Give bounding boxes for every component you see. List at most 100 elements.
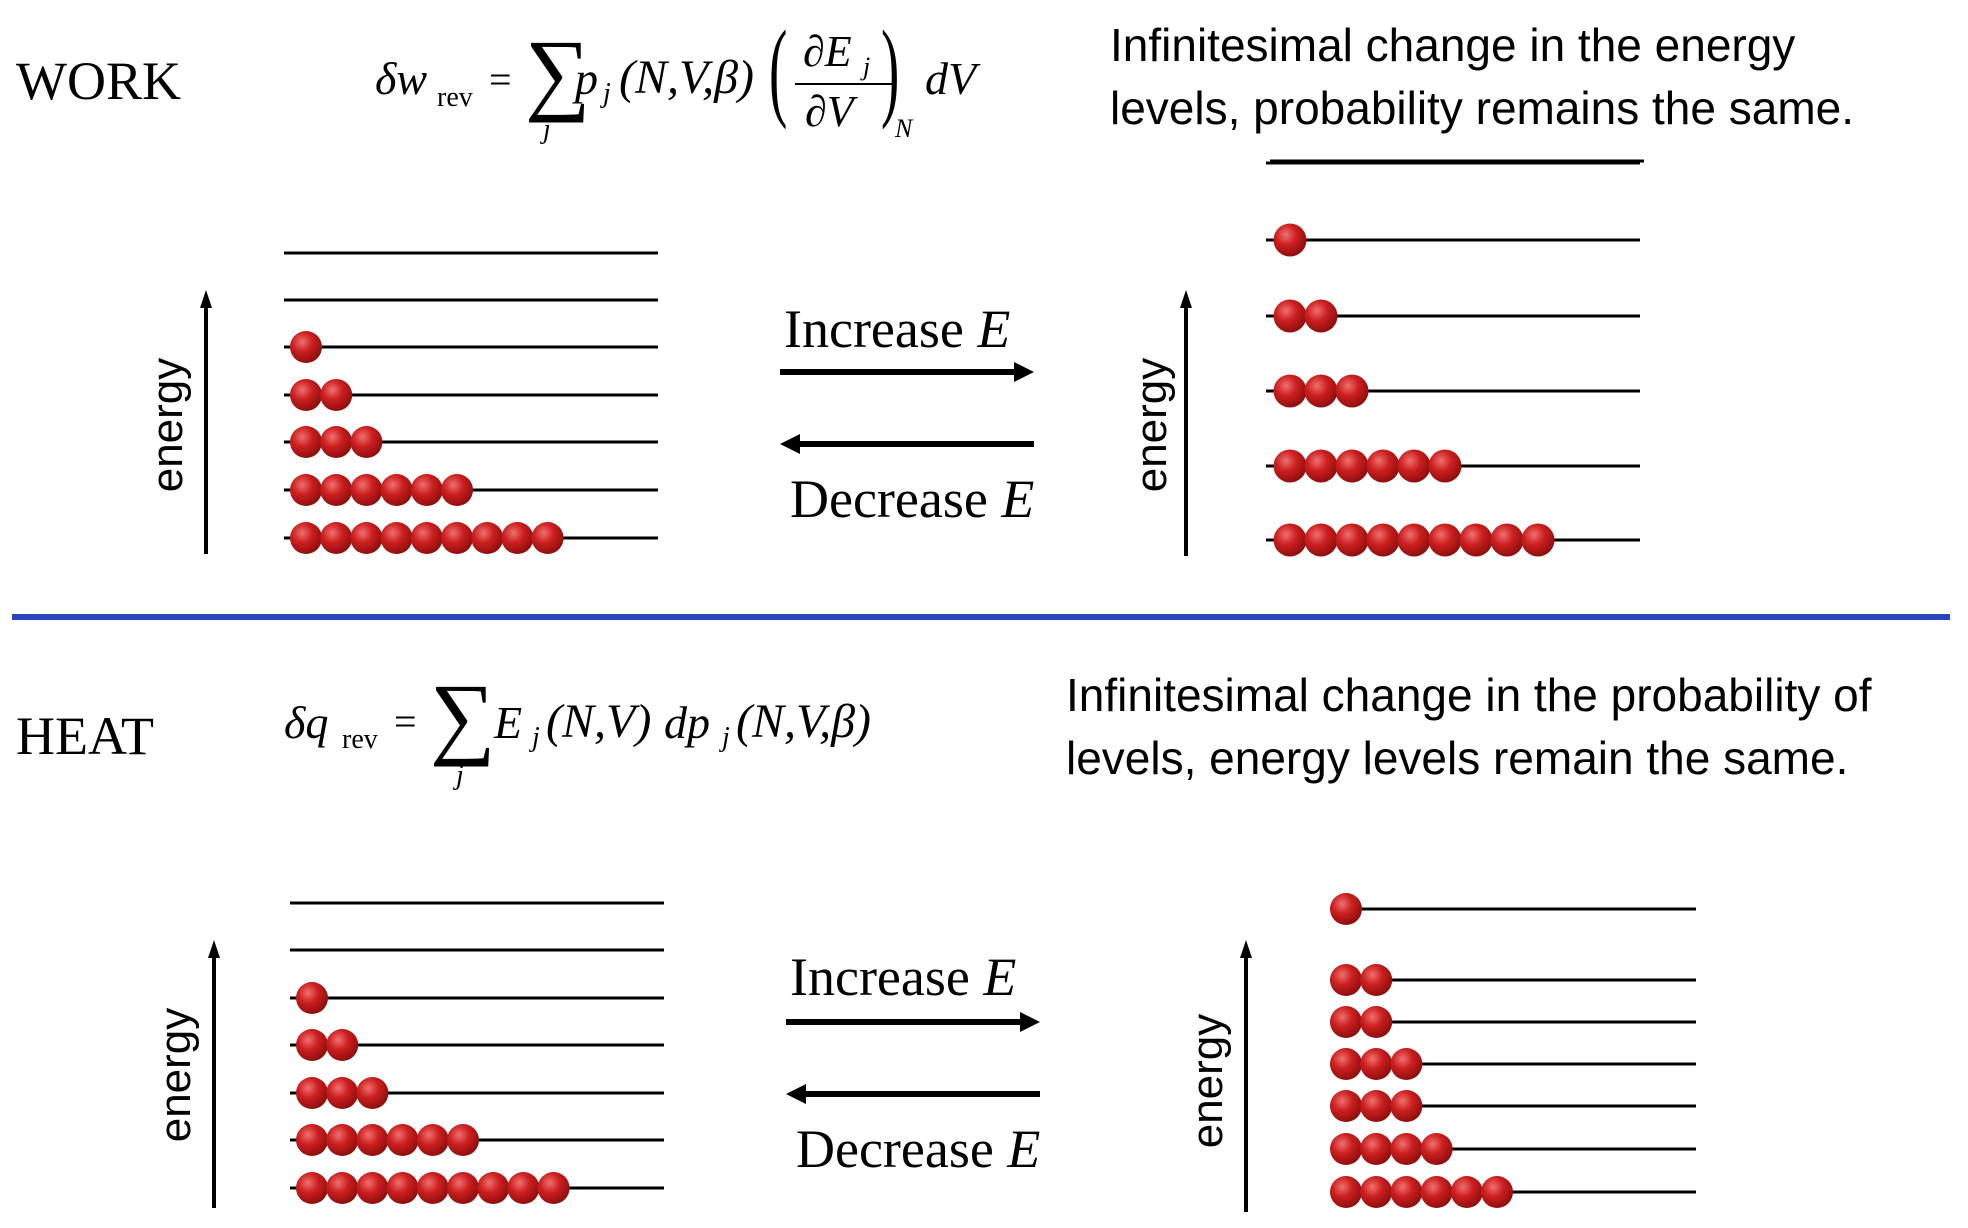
- work-deriv-num-sub: j: [863, 52, 871, 81]
- work-tail: dV: [925, 53, 977, 104]
- heat-sum-sign: ∑: [430, 665, 496, 767]
- work-left-level-0-particle-4: [410, 522, 443, 554]
- heat-left-level-2-particle-2: [356, 1077, 389, 1109]
- work-right-level-1-particle-0: [1273, 449, 1307, 483]
- work-decrease-arrow: [780, 434, 1034, 454]
- heat-right-level-1-particle-0: [1330, 1133, 1362, 1165]
- work-left-level-1-particle-3: [380, 474, 413, 506]
- work-right-level-0-particle-3: [1366, 523, 1400, 557]
- work-left-level-3-particle-0: [290, 379, 322, 411]
- heat-left-level-1-particle-0: [296, 1124, 328, 1156]
- heat-left-level-3-particle-0: [296, 1029, 328, 1061]
- heat-description-line2: levels, energy levels remain the same.: [1066, 732, 1849, 784]
- work-left-level-1-particle-2: [350, 474, 383, 506]
- heat-left-level-0-particle-8: [537, 1172, 570, 1204]
- heat-right-level-4-particle-1: [1360, 1006, 1393, 1038]
- work-right-level-0-particle-8: [1521, 523, 1555, 557]
- heat-equation: δq rev = ∑ j E j (N,V) dp j (N,V,β): [284, 670, 944, 806]
- work-left-level-1-particle-4: [410, 474, 443, 506]
- heat-dp-sub: j: [722, 722, 730, 753]
- work-description-line1: Infinitesimal change in the energy: [1110, 19, 1796, 71]
- work-description: Infinitesimal change in the energy level…: [1110, 14, 1854, 140]
- heat-decrease-arrow: [786, 1084, 1040, 1104]
- work-increase-e: E: [977, 299, 1011, 359]
- work-right-level-2-particle-2: [1335, 374, 1369, 408]
- work-left-level-2-particle-2: [350, 426, 383, 458]
- heat-right-level-0-particle-3: [1420, 1176, 1453, 1208]
- work-right-level-0-particle-1: [1304, 523, 1338, 557]
- heat-right-energy-axis: [1240, 940, 1252, 1212]
- heat-term-sub: j: [532, 722, 540, 753]
- work-args: (N,V,β): [619, 51, 755, 104]
- heat-left-level-0-particle-2: [356, 1172, 389, 1204]
- heat-right-level-5-particle-1: [1360, 964, 1393, 996]
- work-term-sub: j: [603, 78, 611, 109]
- heat-right-level-4-particle-0: [1330, 1006, 1362, 1038]
- work-left-energy-axis: [200, 290, 212, 554]
- heat-right-level-2-particle-2: [1390, 1090, 1423, 1122]
- work-left-level-0-particle-7: [501, 522, 534, 554]
- work-right-level-0-particle-5: [1428, 523, 1462, 557]
- work-right-energy-axis: [1180, 290, 1192, 556]
- heat-label: HEAT: [16, 706, 154, 766]
- heat-lhs-sub: rev: [342, 724, 378, 755]
- heat-left-level-0-particle-6: [477, 1172, 510, 1204]
- energy-levels-layer: [284, 159, 1696, 1194]
- heat-equals: =: [394, 699, 417, 744]
- work-right-level-2-particle-0: [1273, 374, 1307, 408]
- work-decrease-e: E: [1001, 469, 1035, 529]
- heat-right-level-6-particle-0: [1330, 893, 1362, 925]
- heat-left-level-4-particle-0: [296, 982, 328, 1014]
- heat-decrease-text: Decrease: [796, 1119, 994, 1179]
- work-right-level-0-particle-6: [1459, 523, 1493, 557]
- heat-right-level-1-particle-1: [1360, 1133, 1393, 1165]
- heat-right-level-1-particle-3: [1420, 1133, 1453, 1165]
- work-left-level-0-particle-5: [441, 522, 473, 554]
- heat-increase-text: Increase: [790, 947, 970, 1007]
- work-equals: =: [489, 57, 512, 102]
- heat-decrease-label: Decrease E: [796, 1118, 1040, 1180]
- heat-right-level-3-particle-2: [1390, 1048, 1423, 1080]
- work-equation: δw rev = ∑ j p j (N,V,β) ( ∂E j ∂V ) N d…: [375, 14, 995, 150]
- work-big-paren-left: (: [769, 8, 788, 130]
- work-right-level-0-particle-4: [1397, 523, 1431, 557]
- work-outer-sub: N: [895, 114, 913, 143]
- heat-description-line1: Infinitesimal change in the probability …: [1066, 669, 1872, 721]
- heat-left-energy-axis: [208, 940, 220, 1208]
- heat-left-level-0-particle-1: [326, 1172, 359, 1204]
- heat-term: E: [494, 697, 523, 748]
- heat-left-level-1-particle-2: [356, 1124, 389, 1156]
- work-increase-text: Increase: [784, 299, 964, 359]
- heat-right-level-0-particle-1: [1360, 1176, 1393, 1208]
- heat-left-level-1-particle-3: [386, 1124, 419, 1156]
- heat-increase-arrow: [786, 1012, 1040, 1032]
- work-right-level-0-particle-7: [1490, 523, 1524, 557]
- heat-left-level-0-particle-0: [296, 1172, 328, 1204]
- work-right-level-2-particle-1: [1304, 374, 1338, 408]
- work-right-level-0-particle-0: [1273, 523, 1307, 557]
- heat-args2: (N,V,β): [736, 695, 872, 748]
- particles-layer: [290, 223, 1555, 1208]
- work-increase-arrow: [780, 362, 1034, 382]
- work-big-paren-right: ): [881, 8, 900, 130]
- work-decrease-text: Decrease: [790, 469, 988, 529]
- work-right-level-1-particle-3: [1366, 449, 1400, 483]
- heat-right-level-3-particle-1: [1360, 1048, 1393, 1080]
- work-left-level-0-particle-1: [320, 522, 353, 554]
- heat-right-level-3-particle-0: [1330, 1048, 1362, 1080]
- work-deriv-den: ∂V: [805, 87, 854, 136]
- heat-right-level-1-particle-2: [1390, 1133, 1423, 1165]
- work-left-level-0-particle-8: [531, 522, 564, 554]
- work-increase-label: Increase E: [784, 298, 1010, 360]
- work-sum-index: j: [543, 114, 551, 145]
- heat-left-level-1-particle-5: [447, 1124, 479, 1156]
- heat-right-level-0-particle-5: [1481, 1176, 1513, 1208]
- work-fraction-bar: [795, 83, 893, 85]
- work-left-level-0-particle-2: [350, 522, 383, 554]
- heat-left-level-0-particle-7: [507, 1172, 540, 1204]
- work-left-level-0-particle-3: [380, 522, 413, 554]
- work-decrease-label: Decrease E: [790, 468, 1034, 530]
- heat-left-level-1-particle-1: [326, 1124, 359, 1156]
- heat-right-level-2-particle-1: [1360, 1090, 1393, 1122]
